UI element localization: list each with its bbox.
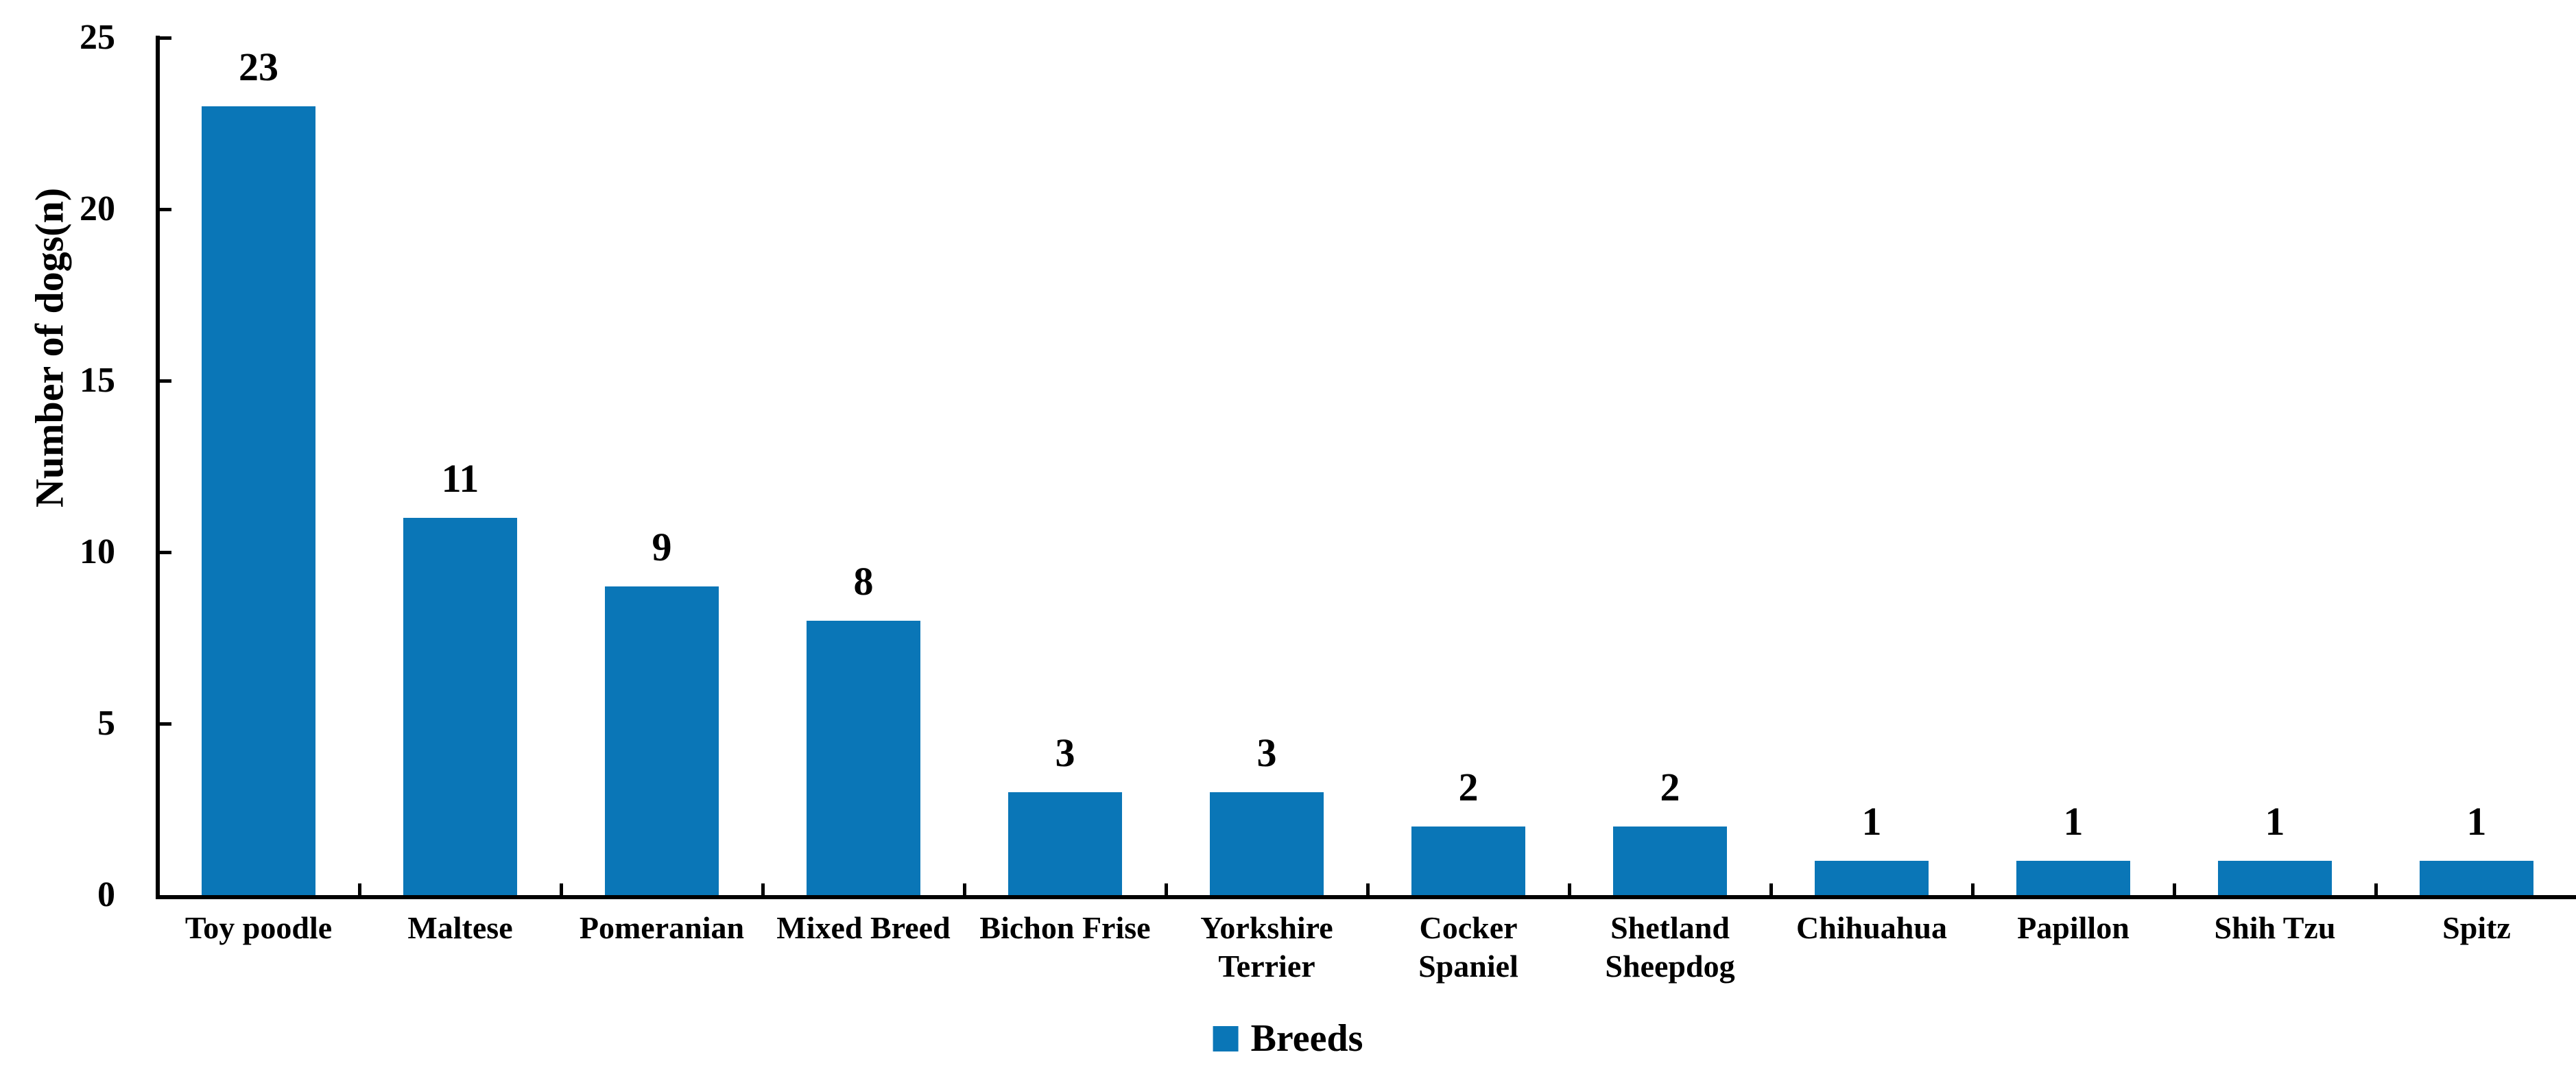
category-label: Mixed Breed <box>776 910 951 945</box>
bar-papillon <box>2016 861 2130 895</box>
y-tick <box>160 722 171 726</box>
legend-label: Breeds <box>1250 1017 1363 1060</box>
bar-value-label: 1 <box>2063 799 2084 844</box>
bar-spitz <box>2420 861 2533 895</box>
bar-toy-poodle <box>202 106 315 895</box>
y-tick-label: 5 <box>97 704 115 743</box>
bar-maltese <box>403 518 517 895</box>
category-label: Shih Tzu <box>2214 910 2336 945</box>
bar-cocker-spaniel <box>1411 827 1525 895</box>
category-label: Pomeranian <box>579 910 745 945</box>
y-tick-label: 15 <box>80 361 115 400</box>
legend-swatch-icon <box>1213 1025 1239 1051</box>
x-tick <box>962 883 966 895</box>
category-label: Papillon <box>2017 910 2130 945</box>
y-tick <box>160 36 171 40</box>
x-tick <box>761 883 765 895</box>
x-tick <box>1365 883 1370 895</box>
category-label: Bichon Frise <box>979 910 1151 945</box>
bar-value-label: 1 <box>2265 799 2285 844</box>
bar-value-label: 11 <box>441 456 479 501</box>
bar-value-label: 1 <box>1861 799 1882 844</box>
category-label: Maltese <box>407 910 513 945</box>
y-tick-label: 25 <box>80 18 115 57</box>
bar-value-label: 1 <box>2466 799 2487 844</box>
x-axis-line <box>156 895 2576 899</box>
x-tick <box>1164 883 1168 895</box>
category-label: Chihuahua <box>1796 910 1947 945</box>
bar-chihuahua <box>1815 861 1929 895</box>
x-tick <box>2172 883 2176 895</box>
category-label: Cocker Spaniel <box>1418 910 1518 984</box>
bar-bichon-frise <box>1008 792 1122 895</box>
category-label: Yorkshire Terrier <box>1200 910 1333 984</box>
y-tick-label: 0 <box>97 875 115 914</box>
legend: Breeds <box>1213 1019 1363 1058</box>
x-tick <box>2374 883 2378 895</box>
bar-shetland-sheepdog <box>1613 827 1727 895</box>
category-label: Shetland Sheepdog <box>1605 910 1735 984</box>
bar-value-label: 2 <box>1660 765 1680 809</box>
bar-value-label: 23 <box>239 45 278 89</box>
y-tick-label: 10 <box>80 532 115 571</box>
x-tick <box>1567 883 1571 895</box>
bar-value-label: 9 <box>652 525 672 569</box>
bar-value-label: 3 <box>1055 730 1075 775</box>
bar-yorkshire-terrier <box>1210 792 1324 895</box>
category-label: Spitz <box>2442 910 2511 945</box>
x-tick <box>357 883 361 895</box>
y-axis-line <box>156 36 160 899</box>
x-tick <box>559 883 563 895</box>
bar-value-label: 2 <box>1458 765 1479 809</box>
bar-value-label: 8 <box>853 559 874 604</box>
bar-pomeranian <box>605 586 719 895</box>
y-tick <box>160 379 171 383</box>
bar-mixed-breed <box>807 621 920 895</box>
bar-shih-tzu <box>2218 861 2332 895</box>
x-tick <box>1970 883 1975 895</box>
y-tick-label: 20 <box>80 189 115 228</box>
x-tick <box>1769 883 1773 895</box>
y-tick <box>160 207 171 211</box>
category-label: Toy poodle <box>184 910 333 945</box>
bar-value-label: 3 <box>1256 730 1277 775</box>
y-tick <box>160 550 171 554</box>
